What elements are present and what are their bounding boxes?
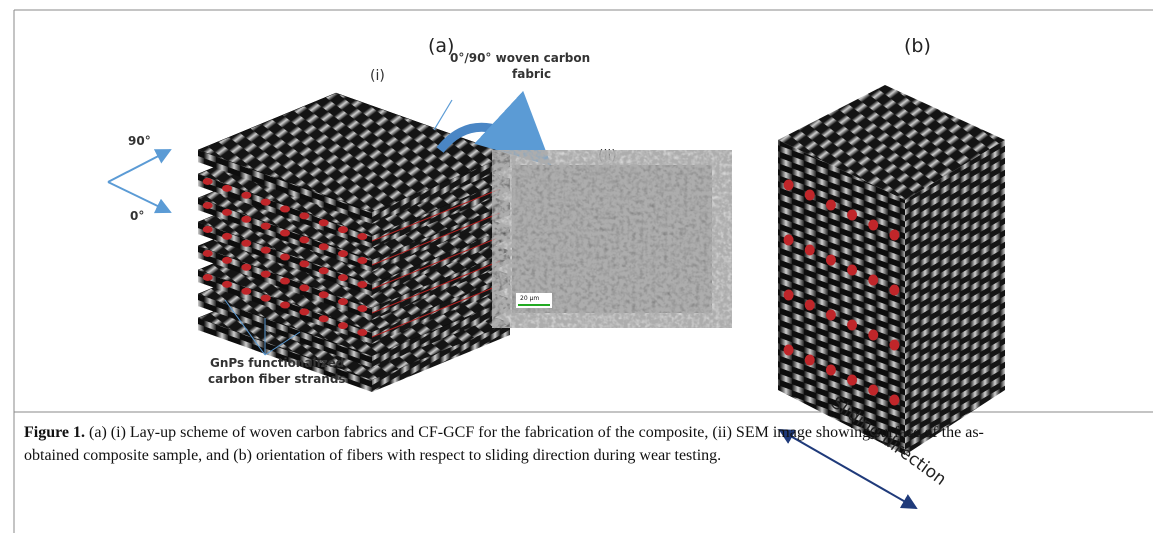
- label-90: 90°: [128, 134, 151, 148]
- gnp-strand: [241, 192, 251, 199]
- gnp-dot: [868, 385, 878, 396]
- gnp-dot: [826, 310, 836, 321]
- gnp-label: carbon fiber strands: [208, 372, 346, 386]
- gnp-strand: [299, 212, 309, 219]
- gnp-dot: [784, 180, 794, 191]
- gnp-strand: [319, 267, 329, 274]
- gnp-label: GnPs functionalized: [210, 356, 344, 370]
- gnp-dot: [826, 255, 836, 266]
- gnp-dot: [889, 395, 899, 406]
- gnp-dot: [868, 220, 878, 231]
- label-i: (i): [370, 68, 385, 84]
- layup-stack: [198, 93, 510, 392]
- gnp-dot: [868, 330, 878, 341]
- axis-90: [108, 150, 170, 182]
- gnp-strand: [319, 315, 329, 322]
- fabric-label: fabric: [512, 67, 551, 81]
- sem-texture: [512, 165, 712, 313]
- gnp-strand: [338, 250, 348, 257]
- gnp-strand: [261, 295, 271, 302]
- gnp-strand: [261, 223, 271, 230]
- gnp-dot: [889, 340, 899, 351]
- gnp-strand: [241, 216, 251, 223]
- gnp-strand: [338, 298, 348, 305]
- gnp-strand: [357, 281, 367, 288]
- gnp-dot: [805, 245, 815, 256]
- gnp-strand: [299, 308, 309, 315]
- gnp-strand: [338, 322, 348, 329]
- gnp-strand: [299, 284, 309, 291]
- gnp-strand: [241, 288, 251, 295]
- gnp-strand: [261, 247, 271, 254]
- caption: Figure 1. (a) (i) Lay-up scheme of woven…: [24, 421, 1034, 467]
- gnp-dot: [805, 190, 815, 201]
- scale-label: 20 µm: [520, 295, 539, 302]
- composite-block: [778, 85, 1005, 455]
- caption-label: Figure 1.: [24, 424, 85, 441]
- gnp-strand: [241, 240, 251, 247]
- gnp-dot: [805, 355, 815, 366]
- page: 90° 0° (a) (b) (i) 0°/90° woven carbon f…: [0, 0, 1153, 533]
- gnp-dot: [847, 320, 857, 331]
- gnp-strand: [222, 185, 232, 192]
- gnp-strand: [357, 305, 367, 312]
- gnp-strand: [280, 254, 290, 261]
- gnp-strand: [222, 233, 232, 240]
- gnp-strand: [319, 219, 329, 226]
- gnp-strand: [280, 230, 290, 237]
- label-ii: (ii): [598, 148, 617, 164]
- gnp-dot: [868, 275, 878, 286]
- gnp-dot: [889, 285, 899, 296]
- fabric-label: 0°/90° woven carbon: [450, 51, 590, 65]
- gnp-strand: [357, 329, 367, 336]
- gnp-dot: [784, 345, 794, 356]
- gnp-dot: [889, 230, 899, 241]
- gnp-strand: [280, 278, 290, 285]
- gnp-dot: [847, 375, 857, 386]
- label-0: 0°: [130, 209, 144, 223]
- gnp-dot: [784, 290, 794, 301]
- gnp-strand: [203, 178, 213, 185]
- gnp-strand: [338, 274, 348, 281]
- gnp-strand: [203, 202, 213, 209]
- gnp-strand: [261, 199, 271, 206]
- gnp-dot: [847, 210, 857, 221]
- gnp-dot: [847, 265, 857, 276]
- gnp-strand: [222, 257, 232, 264]
- gnp-dot: [784, 235, 794, 246]
- axis-0: [108, 182, 170, 212]
- gnp-strand: [299, 236, 309, 243]
- gnp-strand: [338, 226, 348, 233]
- gnp-strand: [319, 243, 329, 250]
- panel-b: (b): [904, 35, 931, 57]
- gnp-strand: [222, 209, 232, 216]
- gnp-strand: [222, 281, 232, 288]
- gnp-strand: [319, 291, 329, 298]
- gnp-strand: [203, 274, 213, 281]
- gnp-strand: [261, 271, 271, 278]
- gnp-strand: [203, 250, 213, 257]
- gnp-strand: [241, 264, 251, 271]
- gnp-strand: [280, 302, 290, 309]
- gnp-strand: [299, 260, 309, 267]
- gnp-strand: [203, 226, 213, 233]
- caption-text: (a) (i) Lay-up scheme of woven carbon fa…: [24, 424, 984, 464]
- gnp-strand: [357, 257, 367, 264]
- leader: [434, 100, 452, 130]
- gnp-dot: [826, 200, 836, 211]
- gnp-strand: [280, 206, 290, 213]
- gnp-dot: [826, 365, 836, 376]
- gnp-strand: [357, 233, 367, 240]
- gnp-dot: [805, 300, 815, 311]
